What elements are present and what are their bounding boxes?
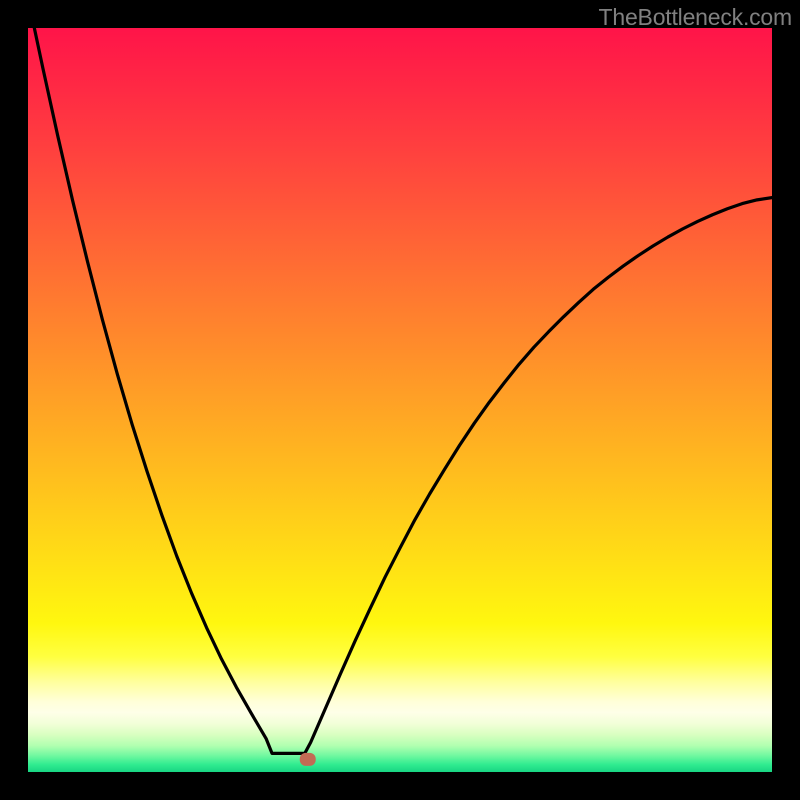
plot-area: [28, 28, 772, 772]
gradient-background: [28, 28, 772, 772]
plot-svg: [28, 28, 772, 772]
watermark-text: TheBottleneck.com: [599, 4, 792, 31]
optimal-marker: [300, 753, 316, 766]
